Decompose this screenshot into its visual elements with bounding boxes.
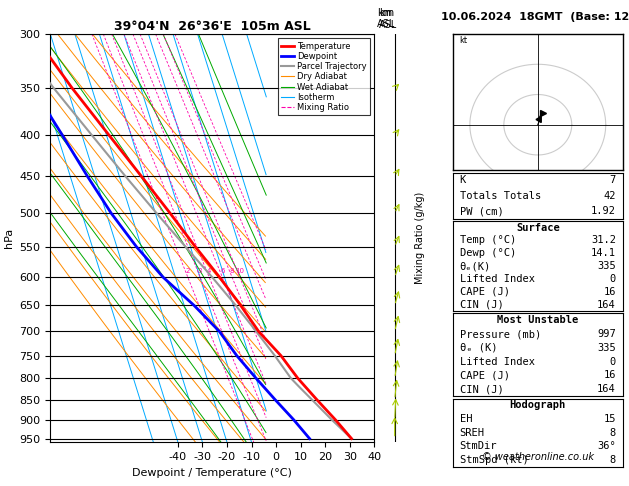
Text: PW (cm): PW (cm) bbox=[460, 206, 503, 216]
Text: Most Unstable: Most Unstable bbox=[497, 315, 579, 325]
Text: 335: 335 bbox=[597, 343, 616, 353]
Text: θₑ (K): θₑ (K) bbox=[460, 343, 497, 353]
Text: 335: 335 bbox=[597, 261, 616, 271]
Legend: Temperature, Dewpoint, Parcel Trajectory, Dry Adiabat, Wet Adiabat, Isotherm, Mi: Temperature, Dewpoint, Parcel Trajectory… bbox=[278, 38, 370, 115]
Text: CIN (J): CIN (J) bbox=[460, 384, 503, 394]
Title: 39°04'N  26°36'E  105m ASL: 39°04'N 26°36'E 105m ASL bbox=[114, 20, 311, 33]
Text: CAPE (J): CAPE (J) bbox=[460, 370, 509, 381]
Text: SREH: SREH bbox=[460, 428, 485, 437]
Text: km
ASL: km ASL bbox=[379, 8, 398, 30]
Text: 16: 16 bbox=[603, 287, 616, 297]
Text: Lifted Index: Lifted Index bbox=[460, 274, 535, 284]
Text: -5: -5 bbox=[379, 281, 389, 291]
Text: LCL: LCL bbox=[379, 377, 394, 386]
Text: -8: -8 bbox=[379, 121, 389, 131]
Text: 42: 42 bbox=[603, 191, 616, 201]
Text: EH: EH bbox=[460, 414, 472, 424]
Text: 1.92: 1.92 bbox=[591, 206, 616, 216]
X-axis label: Dewpoint / Temperature (°C): Dewpoint / Temperature (°C) bbox=[132, 468, 292, 478]
Text: 0: 0 bbox=[610, 357, 616, 366]
Text: 10: 10 bbox=[235, 268, 244, 274]
Text: kt: kt bbox=[460, 36, 468, 45]
Text: StmSpd (kt): StmSpd (kt) bbox=[460, 455, 528, 465]
Text: 164: 164 bbox=[597, 384, 616, 394]
Text: 8: 8 bbox=[610, 428, 616, 437]
Text: 31.2: 31.2 bbox=[591, 235, 616, 245]
Text: CIN (J): CIN (J) bbox=[460, 299, 503, 310]
Text: Dewp (°C): Dewp (°C) bbox=[460, 248, 516, 258]
Text: Hodograph: Hodograph bbox=[509, 400, 566, 410]
Text: CAPE (J): CAPE (J) bbox=[460, 287, 509, 297]
Text: -2: -2 bbox=[379, 403, 389, 413]
Text: 7: 7 bbox=[610, 175, 616, 185]
Text: Lifted Index: Lifted Index bbox=[460, 357, 535, 366]
Text: 6: 6 bbox=[220, 268, 225, 274]
Text: 8: 8 bbox=[230, 268, 235, 274]
Text: 36°: 36° bbox=[597, 441, 616, 451]
Text: 10.06.2024  18GMT  (Base: 12): 10.06.2024 18GMT (Base: 12) bbox=[441, 12, 629, 22]
Text: Mixing Ratio (g/kg): Mixing Ratio (g/kg) bbox=[415, 192, 425, 284]
Text: 997: 997 bbox=[597, 329, 616, 339]
Text: km
ASL: km ASL bbox=[377, 8, 396, 29]
Text: 16: 16 bbox=[603, 370, 616, 381]
Text: -7: -7 bbox=[379, 175, 389, 185]
Text: 164: 164 bbox=[597, 299, 616, 310]
Text: -1: -1 bbox=[379, 426, 389, 436]
Text: Totals Totals: Totals Totals bbox=[460, 191, 541, 201]
Text: 15: 15 bbox=[603, 414, 616, 424]
Text: K: K bbox=[460, 175, 466, 185]
Text: 8: 8 bbox=[610, 455, 616, 465]
Text: -4: -4 bbox=[379, 334, 389, 344]
Text: θₑ(K): θₑ(K) bbox=[460, 261, 491, 271]
Text: 2: 2 bbox=[186, 268, 190, 274]
Y-axis label: hPa: hPa bbox=[4, 228, 14, 248]
Text: 14.1: 14.1 bbox=[591, 248, 616, 258]
Text: 3: 3 bbox=[198, 268, 203, 274]
Text: Pressure (mb): Pressure (mb) bbox=[460, 329, 541, 339]
Text: © weatheronline.co.uk: © weatheronline.co.uk bbox=[482, 451, 594, 462]
Text: 4: 4 bbox=[207, 268, 211, 274]
Text: Surface: Surface bbox=[516, 223, 560, 233]
Text: StmDir: StmDir bbox=[460, 441, 497, 451]
Text: -3: -3 bbox=[379, 378, 389, 388]
Text: -6: -6 bbox=[379, 229, 389, 239]
Text: Temp (°C): Temp (°C) bbox=[460, 235, 516, 245]
Text: 0: 0 bbox=[610, 274, 616, 284]
